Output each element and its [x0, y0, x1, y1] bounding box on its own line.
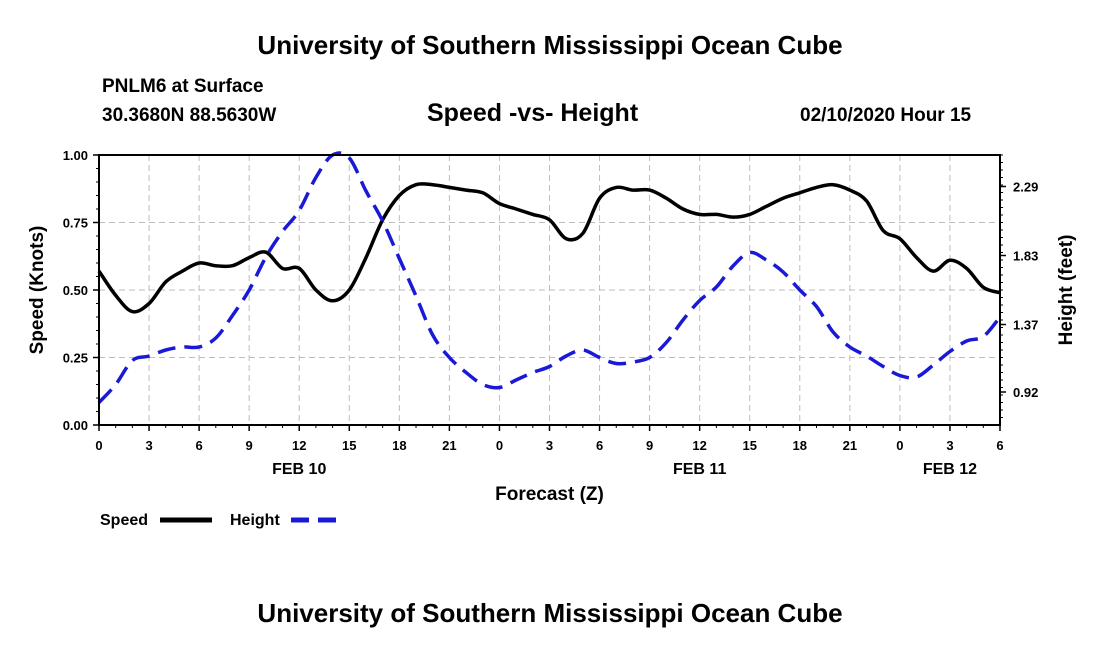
x-tick-label: 3: [546, 438, 553, 453]
x-tick-label: 12: [692, 438, 706, 453]
day-label: FEB 10: [272, 461, 326, 478]
y-tick-label: 1.00: [63, 148, 88, 163]
x-axis-title: Forecast (Z): [495, 484, 604, 505]
axes: 0 3 6 9 12 15 18 21 0 3 6 9 12 15 18 21 0 3 6 0.00 0.25 0.50 0…: [27, 148, 1077, 505]
x-tick-label: 9: [246, 438, 253, 453]
page-title: University of Southern Mississippi Ocean…: [257, 30, 843, 60]
x-tick-label: 21: [442, 438, 456, 453]
x-tick-label: 21: [843, 438, 857, 453]
y-axis-title: Speed (Knots): [27, 226, 48, 355]
day-label: FEB 12: [923, 461, 977, 478]
y-tick-label: 0.00: [63, 418, 88, 433]
day-label: FEB 11: [673, 461, 726, 478]
x-tick-label: 15: [342, 438, 356, 453]
grid: [99, 155, 1000, 425]
y-tick-label: 0.25: [63, 351, 88, 366]
y-tick-label: 0.75: [63, 216, 88, 231]
station-label: PNLM6 at Surface: [102, 76, 264, 97]
y2-axis-title: Height (feet): [1056, 235, 1077, 346]
timestamp-label: 02/10/2020 Hour 15: [800, 105, 972, 126]
x-tick-label: 6: [195, 438, 202, 453]
x-tick-label: 9: [646, 438, 653, 453]
y2-tick-label: 1.83: [1013, 249, 1038, 264]
chart-title: Speed -vs- Height: [427, 99, 639, 127]
y2-tick-label: 2.29: [1013, 180, 1038, 195]
x-tick-label: 6: [996, 438, 1003, 453]
speed-series-line: [97, 182, 1001, 314]
x-tick-label: 0: [896, 438, 903, 453]
y2-tick-label: 1.37: [1013, 318, 1038, 333]
x-tick-label: 0: [496, 438, 503, 453]
height-series-line: [97, 151, 1002, 404]
legend: Speed Height: [100, 512, 343, 529]
x-tick-label: 15: [742, 438, 756, 453]
coordinates-label: 30.3680N 88.5630W: [102, 105, 277, 126]
footer-title: University of Southern Mississippi Ocean…: [257, 598, 843, 628]
x-tick-label: 3: [145, 438, 152, 453]
legend-label: Height: [230, 512, 280, 529]
legend-label: Speed: [100, 512, 148, 529]
x-tick-label: 6: [596, 438, 603, 453]
x-tick-label: 18: [392, 438, 406, 453]
y2-tick-label: 0.92: [1013, 385, 1038, 400]
x-tick-label: 3: [946, 438, 953, 453]
x-tick-label: 18: [793, 438, 807, 453]
x-tick-label: 0: [95, 438, 102, 453]
y-tick-label: 0.50: [63, 283, 88, 298]
x-tick-label: 12: [292, 438, 306, 453]
series-layer: [97, 151, 1002, 404]
